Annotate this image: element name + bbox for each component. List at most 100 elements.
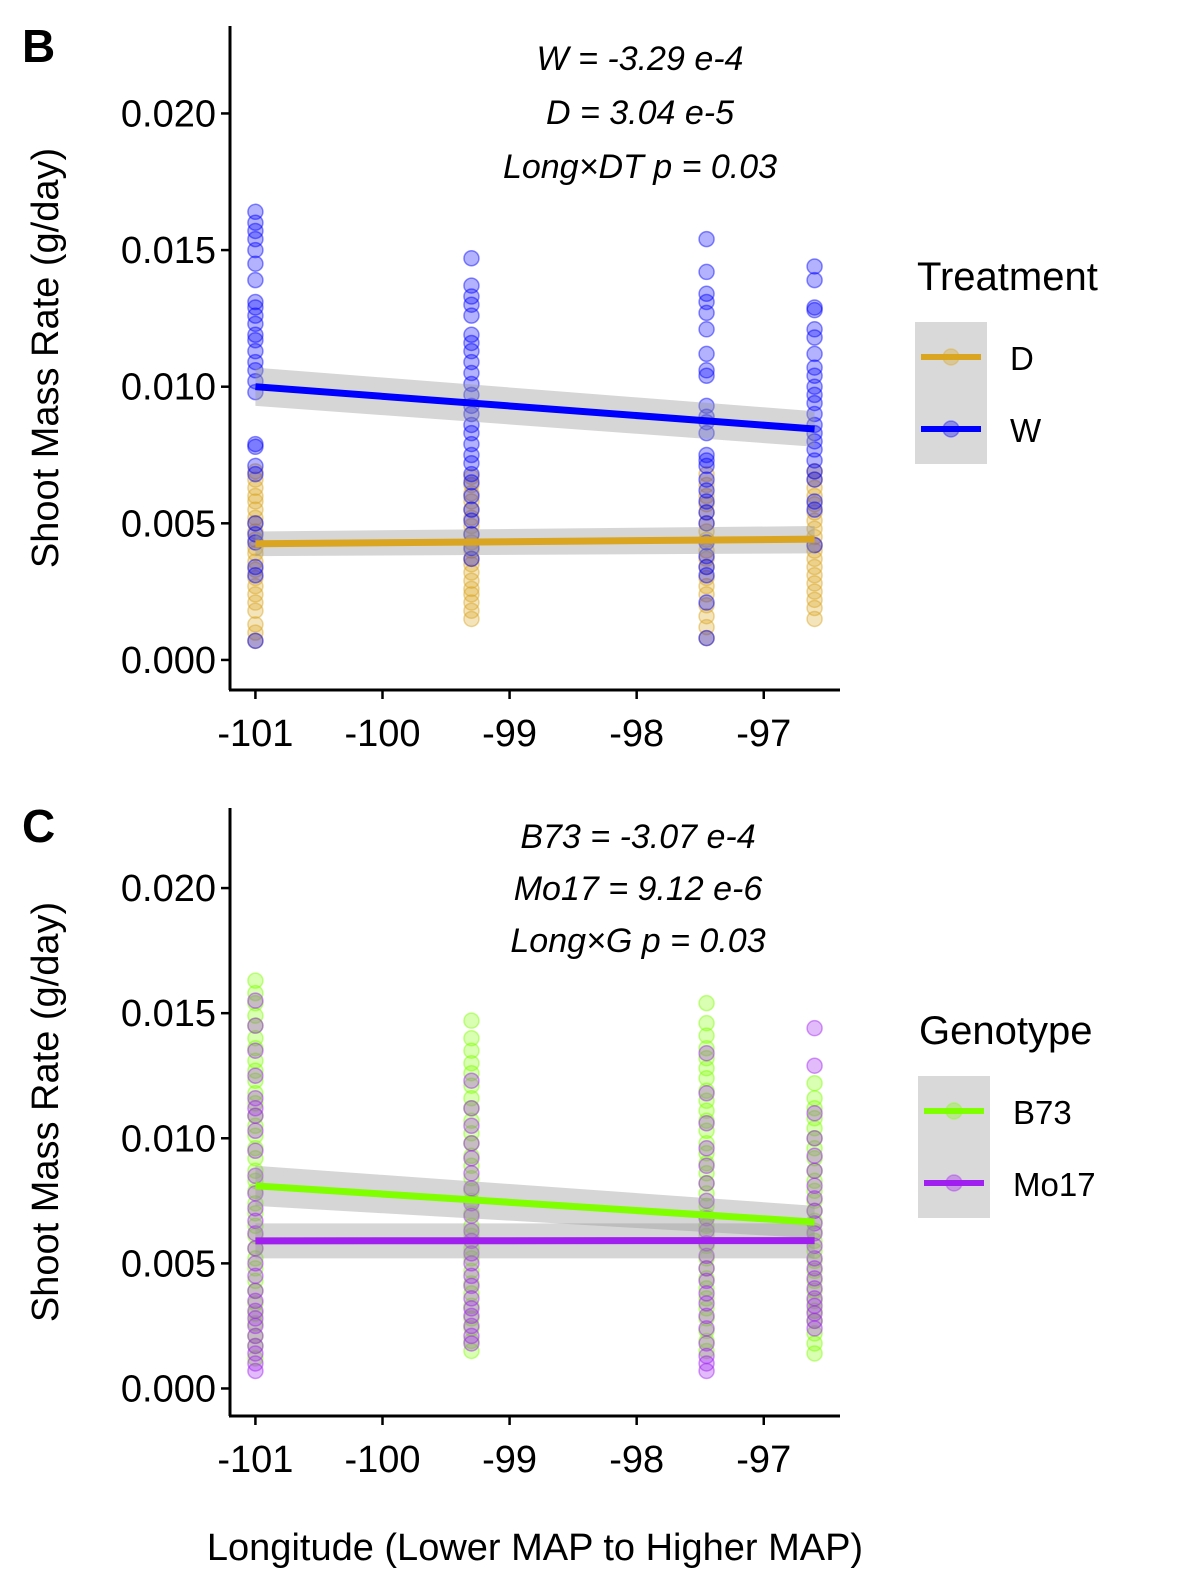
panel-c-point-mo17	[463, 1099, 480, 1117]
panel-c-point-b73	[698, 1027, 715, 1044]
panel-c-point-b73	[247, 1162, 264, 1180]
panel-c-legend-point-mo17	[945, 1174, 963, 1192]
panel-b-legend-key-background	[915, 322, 987, 464]
panel-b-point-d	[806, 542, 823, 559]
panel-c-point-b73	[463, 1125, 480, 1142]
panel-b-point-w	[806, 359, 823, 376]
panel-b-point-w	[806, 471, 823, 488]
panel-c-point-mo17	[698, 1192, 715, 1210]
panel-b-point-d	[806, 591, 823, 609]
panel-c-point-b73	[247, 1205, 264, 1222]
panel-b-point-d	[247, 545, 264, 562]
panel-c-x-tick-label: -99	[482, 1439, 537, 1481]
panel-c-point-b73	[806, 1325, 823, 1342]
panel-b-point-d	[698, 577, 715, 595]
panel-b-point-w	[698, 446, 715, 464]
panel-b-point-w	[698, 424, 715, 442]
panel-b-point-d	[247, 586, 264, 603]
panel-b-annotation-1: W = -3.29 e-4	[537, 40, 744, 78]
panel-c-point-mo17	[247, 1200, 264, 1217]
panel-c-point-b73	[463, 1320, 480, 1337]
panel-c-point-b73	[463, 1012, 480, 1029]
panel-b-x-tick-label: -97	[736, 713, 791, 755]
panel-c-point-mo17	[463, 1207, 480, 1225]
panel-b-legend: Treatment D W	[915, 255, 1098, 464]
panel-c-point-b73	[247, 1315, 264, 1332]
panel-c-point-b73	[806, 1272, 823, 1290]
panel-c-point-b73	[806, 1074, 823, 1092]
panel-c-point-b73	[247, 1282, 264, 1300]
panel-c-point-mo17	[247, 1327, 264, 1345]
panel-c-legend-title: Genotype	[919, 1009, 1092, 1053]
panel-c-x-tick-label: -100	[344, 1439, 420, 1481]
panel-c-point-b73	[463, 1112, 480, 1130]
panel-b-point-d	[463, 550, 480, 568]
panel-b-legend-label-w: W	[1010, 412, 1042, 449]
panel-b-annotation-2: D = 3.04 e-5	[546, 94, 734, 132]
panel-b-point-w	[247, 222, 264, 240]
panel-c-point-mo17	[247, 1240, 264, 1257]
panel-b-point-d	[463, 572, 480, 589]
panel-c-point-mo17	[463, 1300, 480, 1317]
panel-c-point-b73	[247, 1052, 264, 1069]
panel-c-point-mo17	[463, 1180, 480, 1197]
panel-b-point-w	[247, 214, 264, 231]
panel-c-point-b73	[247, 1150, 264, 1167]
panel-b-point-d	[698, 487, 715, 505]
panel-b-point-d	[698, 504, 715, 521]
panel-c-x-tick-label: -101	[217, 1439, 293, 1481]
panel-c-point-mo17	[806, 1130, 823, 1147]
panel-b-legend-title: Treatment	[917, 255, 1098, 299]
panel-b-point-w	[463, 277, 480, 294]
panel-b-annotation-3: Long×DT p = 0.03	[503, 148, 777, 186]
panel-b-point-d	[463, 610, 480, 628]
panel-c-letter: C	[22, 800, 55, 852]
panel-c-point-mo17	[806, 1190, 823, 1207]
panel-b-point-w	[698, 263, 715, 281]
panel-b-point-d	[806, 479, 823, 497]
panel-c-point-b73	[806, 1262, 823, 1280]
panel-b-point-d	[247, 487, 264, 505]
panel-c-point-b73	[698, 994, 715, 1012]
panel-b-x-tick-label: -99	[482, 713, 537, 755]
panel-b-point-w	[806, 321, 823, 338]
panel-c-point-b73	[698, 1175, 715, 1192]
panel-c-point-b73	[463, 1029, 480, 1047]
panel-c-point-b73	[698, 1260, 715, 1277]
panel-c-point-mo17	[247, 1122, 264, 1140]
panel-c-annotation-1: B73 = -3.07 e-4	[520, 818, 755, 856]
panel-c-point-b73	[698, 1069, 715, 1087]
panel-b-legend-point-d	[942, 348, 960, 366]
panel-c-y-tick-label: 0.005	[121, 1243, 216, 1285]
panel-c-point-mo17	[698, 1084, 715, 1102]
panel-b-x-tick-label: -98	[609, 713, 664, 755]
panel-b-point-w	[247, 315, 264, 333]
panel-c-point-mo17	[463, 1072, 480, 1089]
panel-c-point-b73	[247, 1305, 264, 1322]
panel-c-point-b73	[247, 1140, 264, 1157]
panel-c-point-mo17	[463, 1245, 480, 1262]
panel-c-point-b73	[247, 1094, 264, 1112]
panel-c-y-tick-label: 0.000	[121, 1368, 216, 1410]
panel-b-point-w	[806, 271, 823, 289]
panel-c-point-mo17	[806, 1260, 823, 1277]
panel-b-point-w	[698, 304, 715, 322]
panel-c-point-b73	[463, 1170, 480, 1187]
panel-b-point-w	[698, 321, 715, 338]
panel-c-x-axis-title: Longitude (Lower MAP to Higher MAP)	[207, 1527, 863, 1569]
panel-b-point-w	[698, 547, 715, 565]
panel-b-point-d	[247, 577, 264, 595]
panel-b-point-w	[698, 515, 715, 532]
panel-b-point-d	[463, 586, 480, 603]
panel-c-point-mo17	[463, 1255, 480, 1272]
panel-b-point-d	[463, 501, 480, 518]
panel-c-point-b73	[806, 1345, 823, 1362]
panel-b-point-d	[463, 580, 480, 598]
panel-b-point-w	[806, 405, 823, 423]
panel-b-point-w	[247, 457, 264, 475]
panel-b-point-w	[247, 293, 264, 311]
panel-b-point-d	[463, 602, 480, 620]
panel-b-point-d	[698, 586, 715, 603]
panel-c-point-mo17	[698, 1044, 715, 1062]
